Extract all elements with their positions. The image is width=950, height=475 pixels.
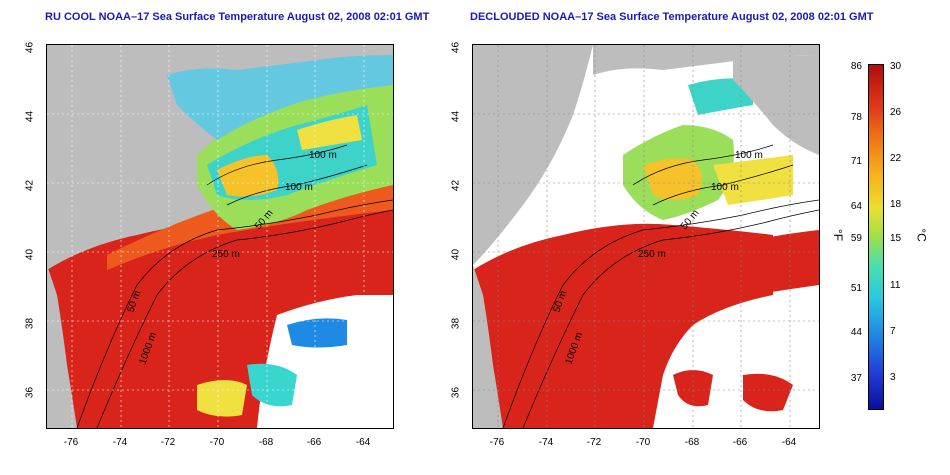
x-tick-label: -72: [160, 437, 176, 448]
left-sst-map: 100 m 100 m 50 m 250 m 50 m 1000 m: [46, 44, 394, 429]
contour-label: 100 m: [285, 182, 313, 193]
colorbar-f-tick: 44: [850, 327, 862, 338]
x-tick-label: -72: [586, 437, 602, 448]
y-tick-label: 42: [450, 179, 462, 192]
colorbar-f-tick: 59: [850, 233, 862, 244]
colorbar-c-tick: 22: [890, 153, 902, 164]
y-tick-label: 38: [450, 317, 462, 330]
y-tick-label: 40: [450, 248, 462, 261]
colorbar-f-tick: 78: [850, 112, 862, 123]
x-tick-label: -76: [63, 437, 79, 448]
colorbar-f-tick: 71: [850, 156, 862, 167]
colorbar-c-tick: 15: [890, 233, 902, 244]
colorbar-f-tick: 51: [850, 283, 862, 294]
colorbar-f-tick: 37: [850, 373, 862, 384]
x-tick-label: -74: [112, 437, 128, 448]
y-tick-label: 46: [24, 41, 36, 54]
x-tick-label: -64: [355, 437, 371, 448]
y-tick-label: 36: [450, 386, 462, 399]
x-tick-label: -70: [209, 437, 225, 448]
x-tick-label: -66: [306, 437, 322, 448]
celsius-unit-label: °C: [914, 228, 929, 242]
y-tick-label: 46: [450, 41, 462, 54]
colorbar-c-tick: 26: [890, 107, 902, 118]
x-tick-label: -68: [258, 437, 274, 448]
colorbar-c-tick: 7: [890, 326, 896, 337]
contour-label: 250 m: [212, 249, 240, 260]
x-tick-label: -64: [781, 437, 797, 448]
left-map-title: RU COOL NOAA–17 Sea Surface Temperature …: [45, 11, 430, 23]
y-tick-label: 36: [24, 386, 36, 399]
y-tick-label: 44: [450, 110, 462, 123]
fahrenheit-unit-label: °F: [831, 228, 846, 242]
x-tick-label: -66: [732, 437, 748, 448]
y-tick-label: 44: [24, 110, 36, 123]
contour-label: 100 m: [309, 150, 337, 161]
y-tick-label: 38: [24, 317, 36, 330]
colorbar-f-tick: 86: [850, 61, 862, 72]
x-tick-label: -70: [635, 437, 651, 448]
y-tick-label: 40: [24, 248, 36, 261]
y-tick-label: 42: [24, 179, 36, 192]
contour-label: 100 m: [711, 182, 739, 193]
colorbar-f-tick: 64: [850, 201, 862, 212]
colorbar-c-tick: 18: [890, 199, 902, 210]
right-map-title: DECLOUDED NOAA–17 Sea Surface Temperatur…: [470, 11, 874, 23]
colorbar-c-tick: 11: [890, 280, 901, 291]
contour-label: 100 m: [735, 150, 763, 161]
temperature-colorbar: [868, 64, 884, 410]
colorbar-c-tick: 30: [890, 61, 902, 72]
x-tick-label: -76: [489, 437, 505, 448]
x-tick-label: -68: [684, 437, 700, 448]
colorbar-c-tick: 3: [890, 372, 896, 383]
contour-label: 250 m: [638, 249, 666, 260]
right-sst-map: 100 m 100 m 50 m 250 m 50 m 1000 m: [472, 44, 820, 429]
x-tick-label: -74: [538, 437, 554, 448]
